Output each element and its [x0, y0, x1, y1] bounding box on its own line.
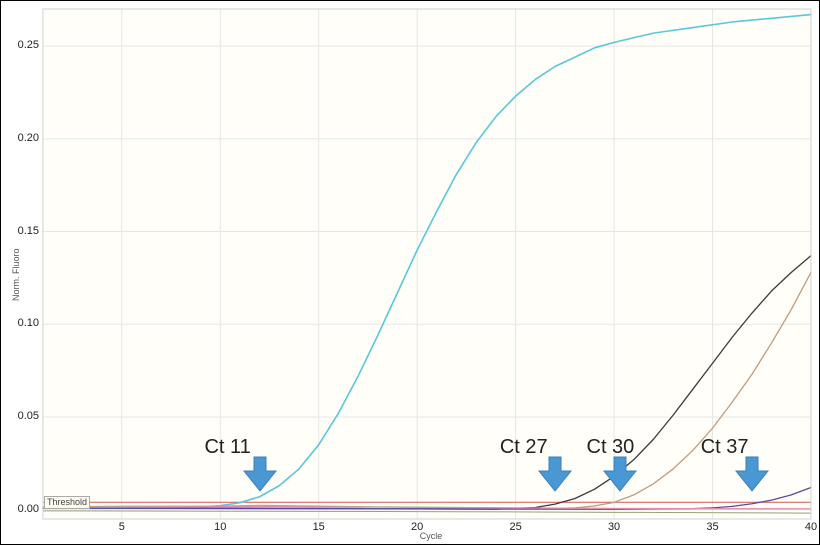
plot-svg	[1, 1, 820, 546]
x-tick: 10	[208, 521, 232, 533]
pcr-amplification-chart: Norm. Fluoro Cycle Threshold 0.000.050.1…	[0, 0, 820, 545]
y-tick: 0.15	[7, 225, 39, 237]
arrow-down-icon	[602, 455, 638, 493]
x-tick: 35	[701, 521, 725, 533]
x-tick: 5	[110, 521, 134, 533]
x-tick: 25	[504, 521, 528, 533]
x-tick: 20	[405, 521, 429, 533]
arrow-down-icon	[242, 455, 278, 493]
y-tick: 0.20	[7, 132, 39, 144]
y-tick: 0.05	[7, 410, 39, 422]
x-tick: 15	[307, 521, 331, 533]
x-tick: 40	[799, 521, 820, 533]
x-tick: 30	[602, 521, 626, 533]
arrow-down-icon	[537, 455, 573, 493]
y-tick: 0.00	[7, 503, 39, 515]
y-tick: 0.25	[7, 39, 39, 51]
y-tick: 0.10	[7, 317, 39, 329]
arrow-down-icon	[734, 455, 770, 493]
threshold-label: Threshold	[44, 496, 90, 509]
